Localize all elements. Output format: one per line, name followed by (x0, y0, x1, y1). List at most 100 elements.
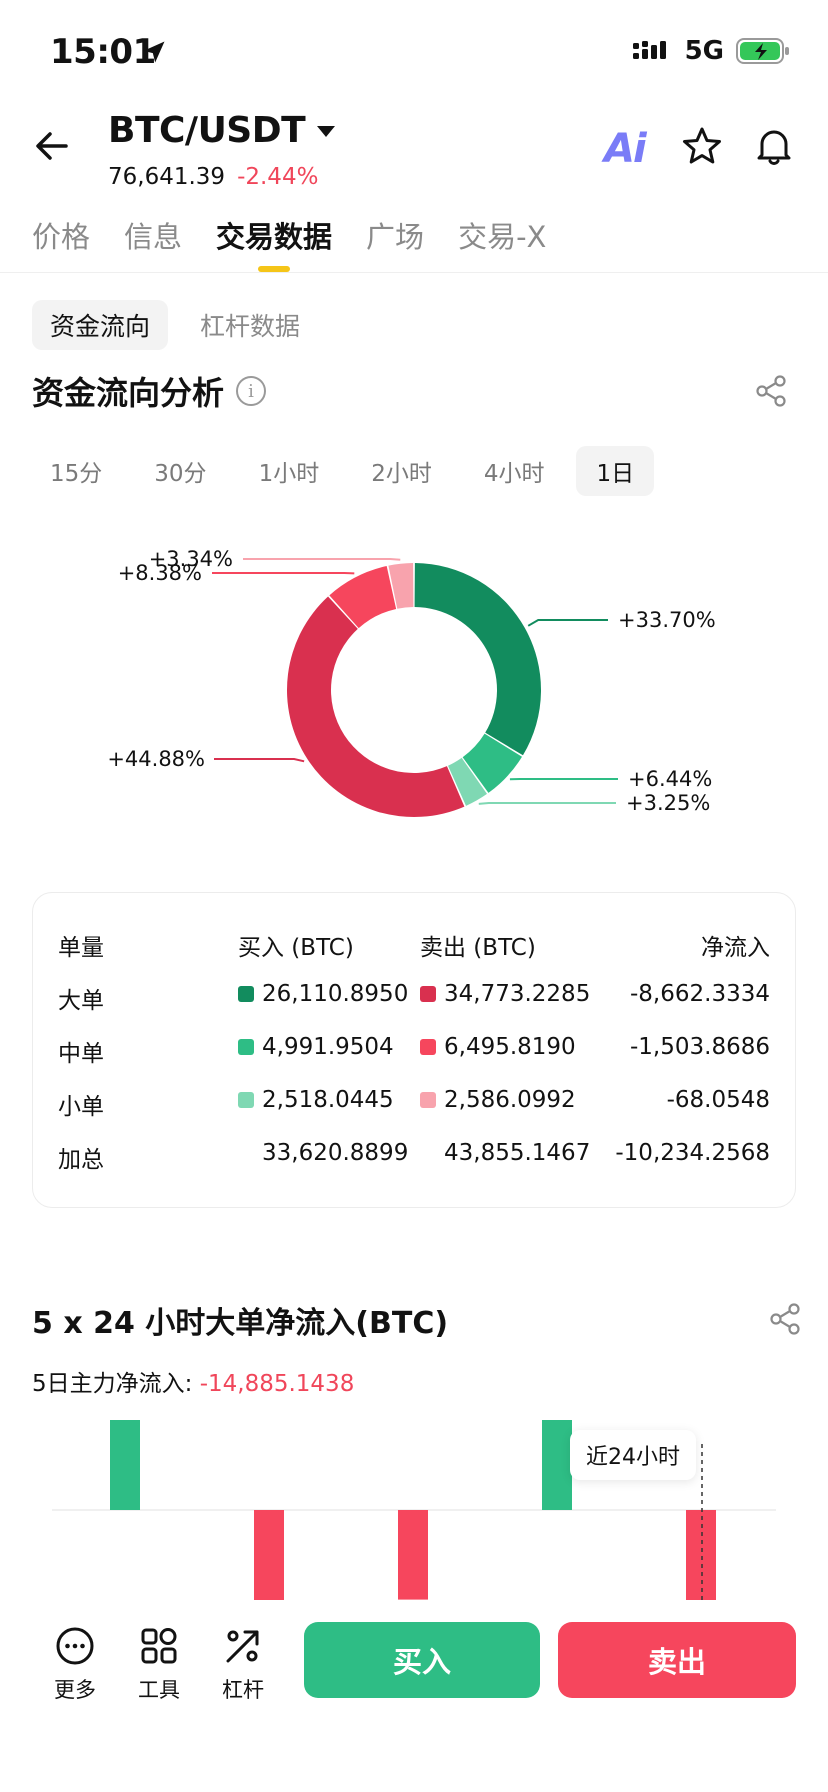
net-inflow-bar[interactable] (542, 1420, 572, 1510)
leverage-label: 杠杆 (222, 1678, 264, 1702)
header-order-size: 单量 (58, 935, 104, 961)
net-inflow-bar[interactable] (254, 1510, 284, 1600)
buy-value: 2,518.0445 (262, 1087, 394, 1113)
net-value: -10,234.2568 (615, 1140, 770, 1166)
more-label: 更多 (54, 1678, 96, 1702)
status-right: 5G (632, 36, 792, 66)
buy-cell: 2,518.0445 (238, 1087, 394, 1113)
five-day-value: -14,885.1438 (199, 1371, 355, 1397)
donut-slice (414, 563, 541, 756)
donut-slice (329, 565, 397, 629)
donut-leader-line (214, 758, 305, 763)
row-name: 大单 (58, 988, 104, 1014)
row-name: 中单 (58, 1041, 104, 1067)
bell-icon[interactable] (752, 124, 796, 168)
big-order-bar-chart[interactable]: 1,166.731,672 (0, 1420, 828, 1600)
back-arrow-icon[interactable] (30, 124, 74, 168)
sell-color-swatch (420, 1039, 436, 1055)
sell-color-swatch (420, 1092, 436, 1108)
buy-value: 4,991.9504 (262, 1034, 394, 1060)
battery-charging-icon (736, 38, 789, 64)
fund-flow-table-card (32, 892, 796, 1208)
tab-trade-x[interactable]: 交易-X (458, 220, 547, 254)
chip-15m[interactable]: 15分 (50, 461, 103, 487)
network-label: 5G (684, 36, 724, 66)
donut-slice-label: +3.34% (149, 547, 233, 571)
status-time: 15:01 (50, 32, 156, 72)
donut-leader-line (243, 558, 401, 561)
subtab-leverage-data[interactable]: 杠杆数据 (200, 312, 301, 341)
subtab-fund-flow[interactable]: 资金流向 (32, 300, 168, 350)
buy-value: 33,620.8899 (262, 1140, 409, 1166)
net-value: -8,662.3334 (630, 981, 770, 1007)
tab-price[interactable]: 价格 (32, 220, 91, 254)
more-icon (56, 1627, 94, 1665)
buy-button[interactable]: 买入 (304, 1622, 540, 1698)
donut-slice-label: +8.38% (118, 561, 202, 585)
donut-slice (388, 563, 414, 609)
sell-cell: 6,495.8190 (420, 1034, 576, 1060)
donut-slice (286, 596, 465, 817)
fund-flow-title-text: 资金流向分析 (32, 374, 225, 412)
net-inflow-bar[interactable] (686, 1510, 716, 1600)
buy-cell: 4,991.9504 (238, 1034, 394, 1060)
tab-square[interactable]: 广场 (366, 220, 425, 254)
donut-slice-label: +44.88% (107, 747, 205, 771)
tab-trading-data[interactable]: 交易数据 (216, 220, 333, 254)
header-sell: 卖出 (BTC) (420, 935, 536, 961)
table-header-row: 单量 买入 (BTC) 卖出 (BTC) 净流入 (58, 928, 770, 961)
active-tab-indicator (258, 266, 290, 272)
pair-selector[interactable]: BTC/USDT (108, 110, 337, 151)
header-net-inflow: 净流入 (701, 935, 770, 961)
price-change: -2.44% (237, 164, 319, 190)
main-tabs: 价格 信息 交易数据 广场 交易-X (32, 214, 546, 256)
sell-cell: 34,773.2285 (420, 981, 590, 1007)
leverage-button[interactable]: 杠杆 (208, 1626, 278, 1704)
chart-tooltip: 近24小时 (570, 1430, 696, 1480)
donut-slice-label: +33.70% (618, 608, 716, 632)
tabs-divider (0, 272, 828, 273)
chip-2h[interactable]: 2小时 (371, 461, 432, 487)
signal-icon (632, 41, 666, 59)
ai-assistant-icon[interactable]: Ai (604, 126, 647, 172)
net-inflow-bar[interactable] (398, 1510, 428, 1600)
more-button[interactable]: 更多 (40, 1626, 110, 1704)
buy-color-swatch (238, 1039, 254, 1055)
last-price: 76,641.39 (108, 164, 226, 190)
sell-value: 6,495.8190 (444, 1034, 576, 1060)
table-row: 大单 26,110.8950 34,773.2285 -8,662.3334 (58, 981, 770, 1014)
fund-flow-title: 资金流向分析 i (32, 368, 267, 414)
net-inflow-bar[interactable] (110, 1420, 140, 1510)
big-order-title: 5 x 24 小时大单净流入(BTC) (32, 1306, 449, 1341)
buy-color-swatch (238, 986, 254, 1002)
five-day-label: 5日主力净流入: (32, 1371, 193, 1397)
share-icon[interactable] (754, 374, 788, 408)
buy-cell: 33,620.8899 (238, 1140, 408, 1166)
chip-4h[interactable]: 4小时 (483, 461, 545, 487)
info-icon[interactable]: i (236, 376, 267, 406)
donut-slice-label: +6.44% (628, 767, 712, 791)
buy-value: 26,110.8950 (262, 981, 409, 1007)
chip-1d[interactable]: 1日 (576, 446, 655, 496)
caret-down-icon (317, 125, 336, 137)
donut-leader-line (478, 802, 616, 805)
chip-1h[interactable]: 1小时 (258, 461, 320, 487)
table-total-row: 加总 33,620.8899 43,855.1467 -10,234.2568 (58, 1140, 770, 1173)
table-row: 中单 4,991.9504 6,495.8190 -1,503.8686 (58, 1034, 770, 1067)
donut-leader-line (527, 619, 608, 627)
tools-grid-icon (141, 1628, 177, 1664)
five-day-net-inflow: 5日主力净流入: -14,885.1438 (32, 1364, 354, 1398)
chip-30m[interactable]: 30分 (154, 461, 207, 487)
buy-cell: 26,110.8950 (238, 981, 408, 1007)
tab-info[interactable]: 信息 (124, 220, 183, 254)
location-arrow-icon (143, 41, 165, 63)
tools-button[interactable]: 工具 (124, 1626, 194, 1704)
star-icon[interactable] (680, 124, 724, 168)
fund-flow-donut-chart: +33.70% +6.44%+3.25% +44.88% +8.38%+3.34% (107, 547, 716, 817)
sell-button[interactable]: 卖出 (558, 1622, 796, 1698)
sell-value: 2,586.0992 (444, 1087, 576, 1113)
share-icon[interactable] (768, 1302, 802, 1336)
leverage-icon (226, 1630, 259, 1663)
table-row: 小单 2,518.0445 2,586.0992 -68.0548 (58, 1087, 770, 1120)
pair-name: BTC/USDT (108, 110, 306, 151)
